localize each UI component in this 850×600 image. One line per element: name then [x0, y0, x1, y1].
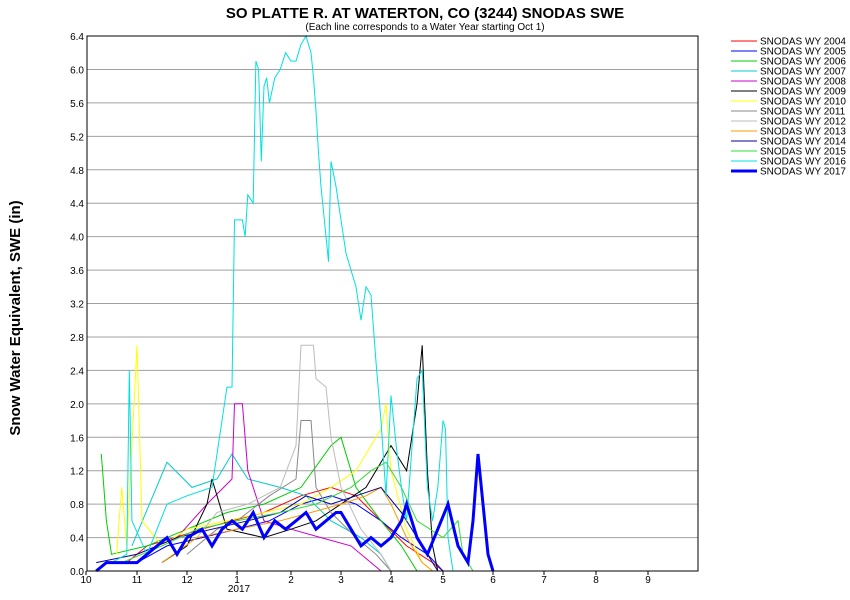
chart-subtitle: (Each line corresponds to a Water Year s… [305, 22, 544, 33]
legend-entry: SNODAS WY 2004 [760, 37, 846, 48]
y-ticks: 0.0 0.4 0.8 1.2 1.6 2.0 2.4 2.8 3.2 3.6 4.0 4.4 4.8 5… [70, 32, 84, 578]
y-tick-label: 1.2 [70, 467, 84, 478]
legend-entry: SNODAS WY 2016 [760, 157, 846, 168]
legend-entry: SNODAS WY 2013 [760, 127, 846, 138]
legend-entry: SNODAS WY 2008 [760, 77, 846, 88]
x-tick-label: 4 [388, 575, 394, 586]
x-tick-label: 9 [645, 575, 651, 586]
legend-entry: SNODAS WY 2005 [760, 47, 846, 58]
gridlines [87, 68, 698, 539]
x-ticks: 10 11 12 1 2 3 4 5 6 7 8 9 [80, 571, 651, 586]
legend-entry: SNODAS WY 2015 [760, 147, 846, 158]
y-tick-label: 0.4 [70, 534, 84, 545]
series-line [161, 486, 433, 572]
series-line [116, 345, 433, 572]
series-line [196, 344, 392, 572]
y-tick-label: 0.0 [70, 567, 84, 578]
series-line [96, 486, 439, 572]
series-line [100, 436, 418, 572]
legend-entry: SNODAS WY 2007 [760, 67, 846, 78]
x-tick-label: 11 [132, 575, 143, 586]
x-tick-label: 6 [490, 575, 496, 586]
y-tick-label: 2.0 [70, 400, 84, 411]
y-tick-label: 2.4 [70, 366, 84, 377]
x-tick-label: 8 [593, 575, 599, 586]
x-tick-label: 5 [440, 575, 446, 586]
legend-entry: SNODAS WY 2017 [760, 167, 846, 178]
chart-title: SO PLATTE R. AT WATERTON, CO (3244) SNOD… [226, 5, 624, 22]
series-line [95, 453, 495, 573]
y-tick-label: 3.6 [70, 266, 84, 277]
x-year-label: 2017 [228, 584, 251, 595]
y-tick-label: 4.0 [70, 233, 84, 244]
legend-entry: SNODAS WY 2009 [760, 87, 846, 98]
y-axis-label: Snow Water Equivalent, SWE (in) [7, 200, 24, 435]
y-tick-label: 2.8 [70, 333, 84, 344]
x-tick-label: 7 [541, 575, 547, 586]
series-line [131, 453, 392, 572]
y-tick-label: 5.2 [70, 132, 84, 143]
y-tick-label: 4.4 [70, 199, 84, 210]
y-tick-label: 5.6 [70, 99, 84, 110]
y-tick-label: 3.2 [70, 300, 84, 311]
series-line [126, 486, 444, 572]
x-tick-label: 10 [80, 575, 92, 586]
series-line [111, 34, 454, 572]
y-tick-label: 4.8 [70, 166, 84, 177]
legend-entry: SNODAS WY 2012 [760, 117, 846, 128]
y-tick-label: 0.8 [70, 500, 84, 511]
series-line [186, 420, 392, 572]
x-tick-label: 1 [234, 575, 240, 586]
legend-entry: SNODAS WY 2006 [760, 57, 846, 68]
plot-frame [86, 35, 699, 572]
series-lines [95, 34, 495, 573]
y-tick-label: 6.4 [70, 32, 84, 43]
x-tick-label: 3 [338, 575, 344, 586]
y-tick-label: 6.0 [70, 65, 84, 76]
series-line [136, 495, 444, 572]
legend-entry: SNODAS WY 2014 [760, 137, 846, 148]
legend-entry: SNODAS WY 2011 [760, 107, 846, 118]
y-tick-label: 1.6 [70, 433, 84, 444]
x-tick-label: 12 [181, 575, 193, 586]
x-tick-label: 2 [288, 575, 294, 586]
legend-entry: SNODAS WY 2010 [760, 97, 846, 108]
